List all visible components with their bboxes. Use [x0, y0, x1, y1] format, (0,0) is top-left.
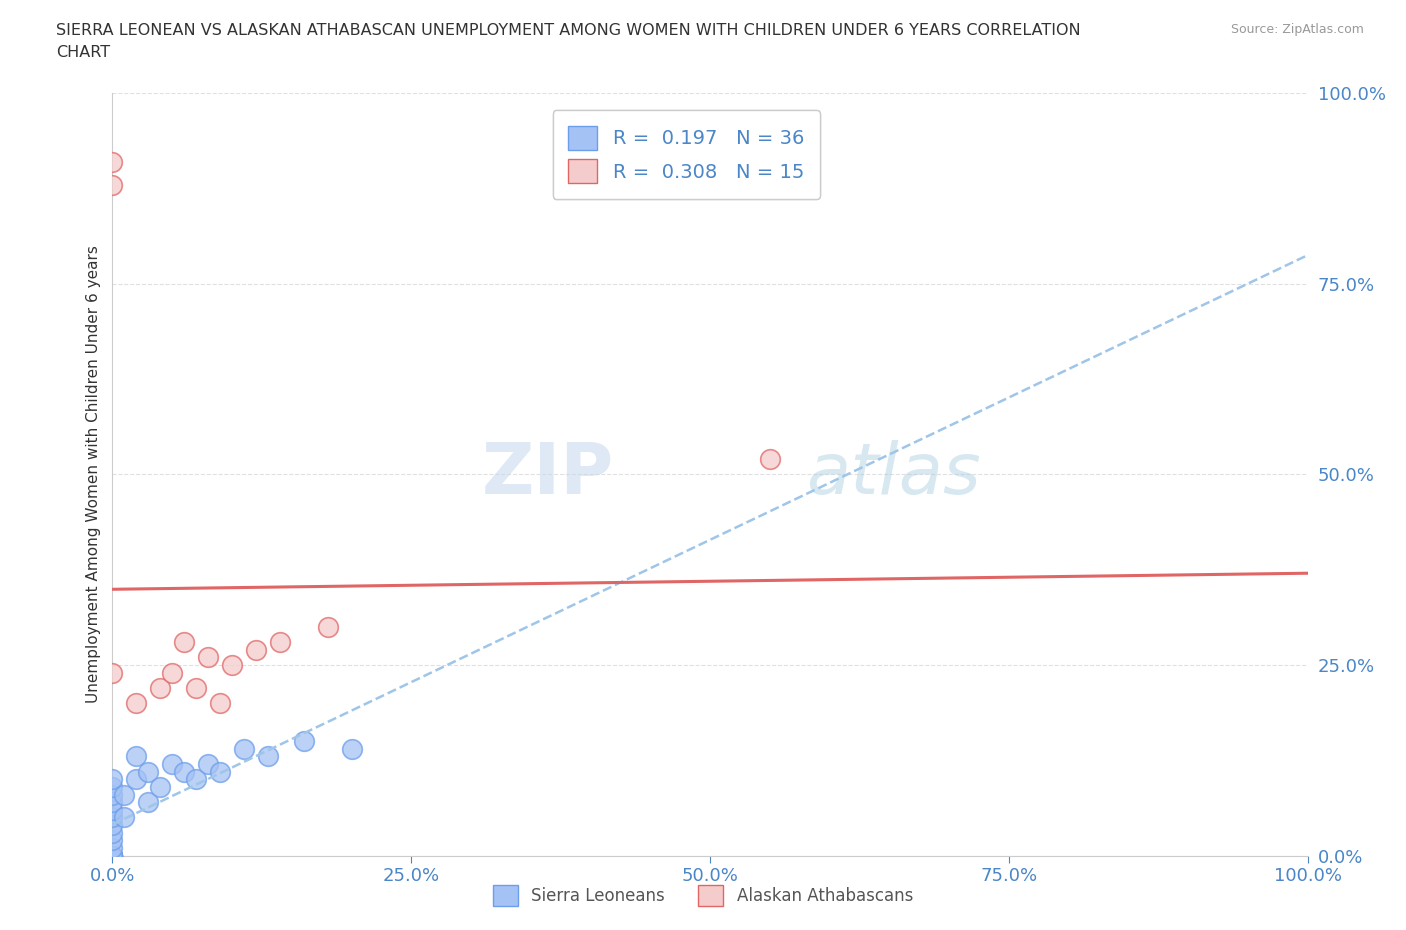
Point [101, 177, 124, 192]
Point [101, 848, 124, 863]
Point [340, 741, 363, 756]
Point [292, 734, 315, 749]
Point [759, 452, 782, 467]
Point [269, 634, 291, 649]
Point [186, 772, 208, 787]
Point [125, 772, 148, 787]
Point [316, 619, 339, 634]
Point [125, 696, 148, 711]
Point [101, 848, 124, 863]
Point [101, 833, 124, 848]
Point [162, 665, 183, 680]
Point [101, 825, 124, 840]
Point [114, 810, 135, 825]
Text: Source: ZipAtlas.com: Source: ZipAtlas.com [1230, 23, 1364, 36]
Point [101, 787, 124, 802]
Point [101, 817, 124, 832]
Y-axis label: Unemployment Among Women with Children Under 6 years: Unemployment Among Women with Children U… [86, 246, 101, 703]
Point [138, 795, 160, 810]
Point [101, 810, 124, 825]
Point [173, 764, 195, 779]
Point [149, 681, 172, 696]
Point [209, 764, 232, 779]
Legend: R =  0.197   N = 36, R =  0.308   N = 15: R = 0.197 N = 36, R = 0.308 N = 15 [553, 111, 820, 199]
Point [101, 841, 124, 856]
Point [101, 665, 124, 680]
Point [101, 848, 124, 863]
Point [138, 764, 160, 779]
Point [101, 779, 124, 794]
Point [101, 848, 124, 863]
Point [101, 154, 124, 169]
Point [114, 787, 135, 802]
Point [101, 848, 124, 863]
Point [101, 848, 124, 863]
Point [101, 848, 124, 863]
Text: SIERRA LEONEAN VS ALASKAN ATHABASCAN UNEMPLOYMENT AMONG WOMEN WITH CHILDREN UNDE: SIERRA LEONEAN VS ALASKAN ATHABASCAN UNE… [56, 23, 1081, 38]
Text: CHART: CHART [56, 45, 110, 60]
Point [101, 848, 124, 863]
Point [173, 634, 195, 649]
Point [101, 848, 124, 863]
Point [257, 749, 280, 764]
Point [186, 681, 208, 696]
Point [197, 650, 219, 665]
Point [162, 757, 183, 772]
Point [221, 658, 243, 672]
Point [245, 643, 267, 658]
Point [233, 741, 256, 756]
Point [209, 696, 232, 711]
Text: atlas: atlas [806, 440, 980, 509]
Text: ZIP: ZIP [482, 440, 614, 509]
Point [101, 803, 124, 817]
Point [101, 772, 124, 787]
Point [101, 795, 124, 810]
Legend: Sierra Leoneans, Alaskan Athabascans: Sierra Leoneans, Alaskan Athabascans [486, 879, 920, 912]
Point [101, 848, 124, 863]
Point [197, 757, 219, 772]
Point [125, 749, 148, 764]
Point [149, 779, 172, 794]
